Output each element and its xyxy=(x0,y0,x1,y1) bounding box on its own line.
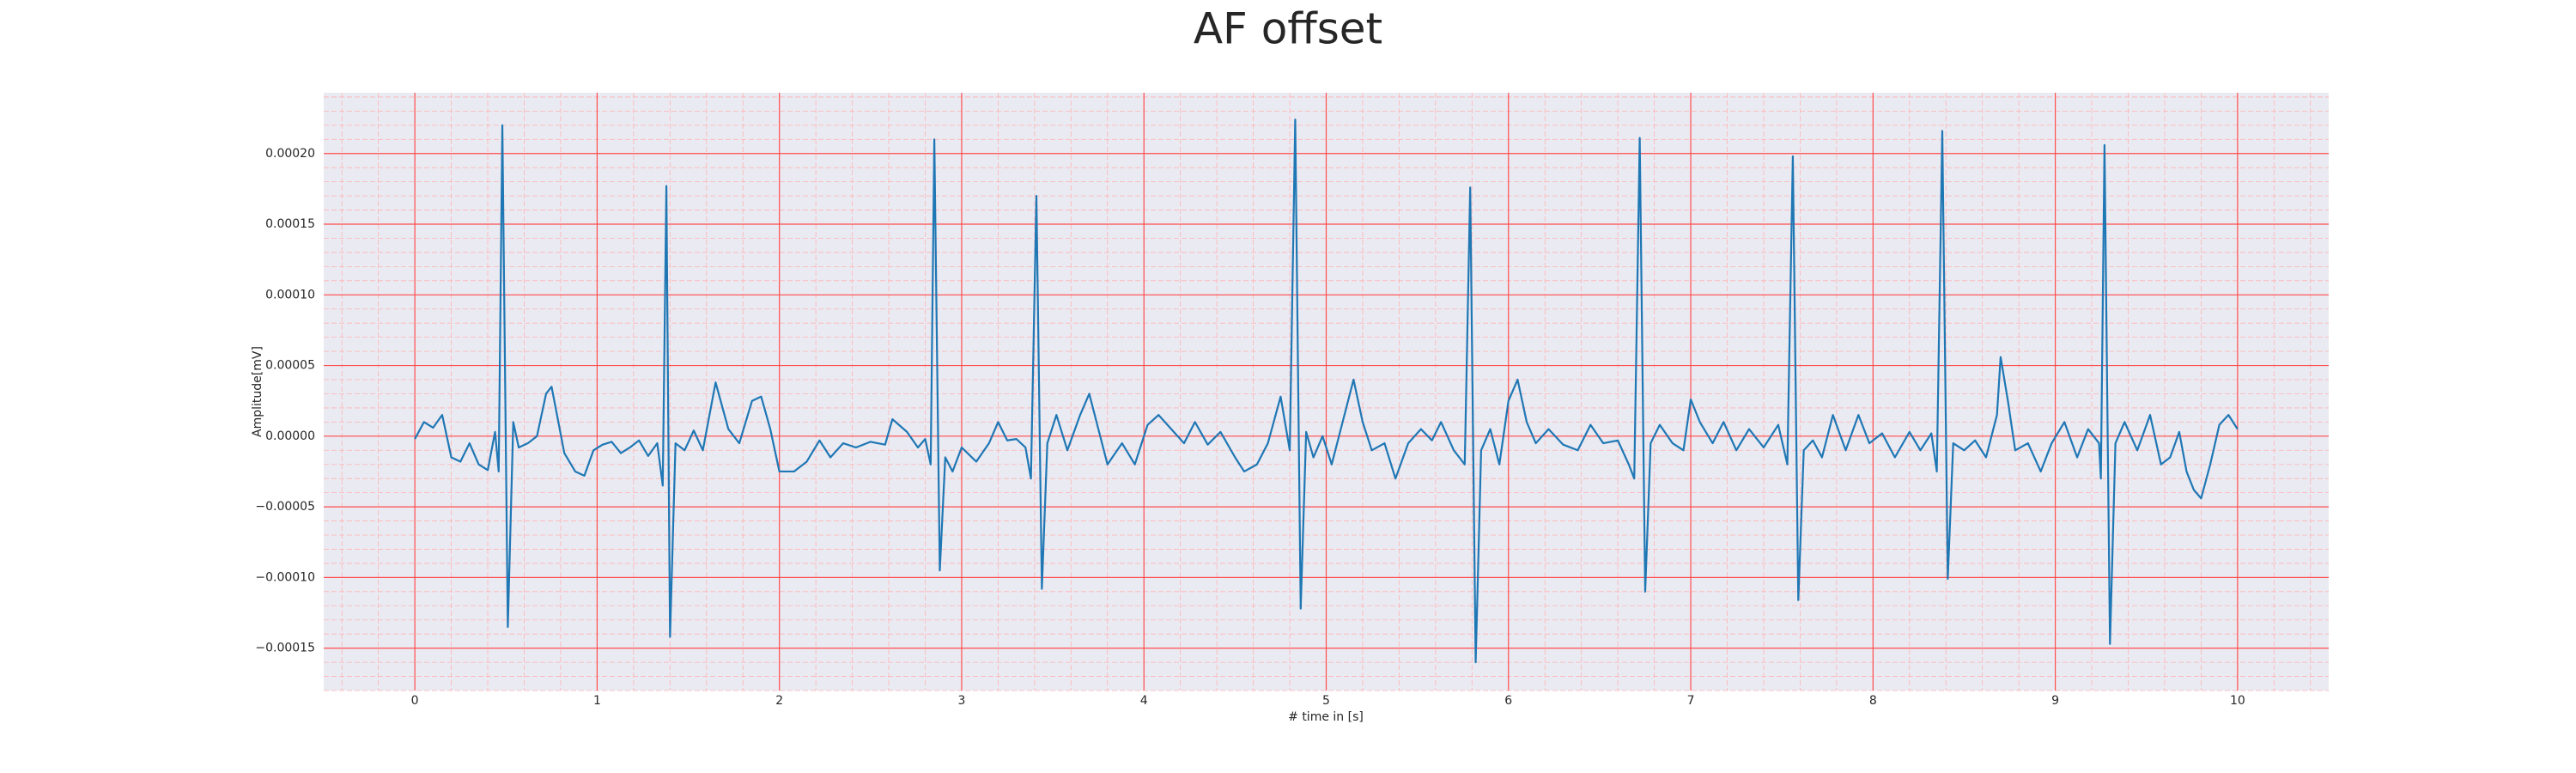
y-tick-label: 0.00020 xyxy=(265,147,315,161)
x-tick-label: 2 xyxy=(775,694,783,708)
x-tick-label: 10 xyxy=(2230,694,2245,708)
y-axis-label: Amplitude[mV] xyxy=(251,346,264,437)
x-axis-label: # time in [s] xyxy=(1288,710,1364,724)
x-tick-label: 5 xyxy=(1322,694,1330,708)
x-tick-label: 4 xyxy=(1140,694,1148,708)
y-tick-label: 0.00010 xyxy=(265,288,315,301)
y-tick-label: 0.00000 xyxy=(265,429,315,443)
y-tick-label: −0.00010 xyxy=(255,570,315,584)
x-tick-label: 3 xyxy=(957,694,965,708)
x-tick-label: 7 xyxy=(1687,694,1695,708)
x-tick-label: 1 xyxy=(593,694,601,708)
x-tick-label: 0 xyxy=(411,694,419,708)
x-tick-label: 8 xyxy=(1869,694,1877,708)
y-tick-label: −0.00005 xyxy=(255,500,315,514)
chart-title: AF offset xyxy=(1194,4,1382,54)
y-tick-label: 0.00015 xyxy=(265,217,315,231)
x-tick-label: 6 xyxy=(1504,694,1512,708)
y-tick-label: −0.00015 xyxy=(255,642,315,655)
x-tick-label: 9 xyxy=(2051,694,2059,708)
signal-line xyxy=(414,119,2239,664)
y-tick-label: 0.00005 xyxy=(265,359,315,373)
